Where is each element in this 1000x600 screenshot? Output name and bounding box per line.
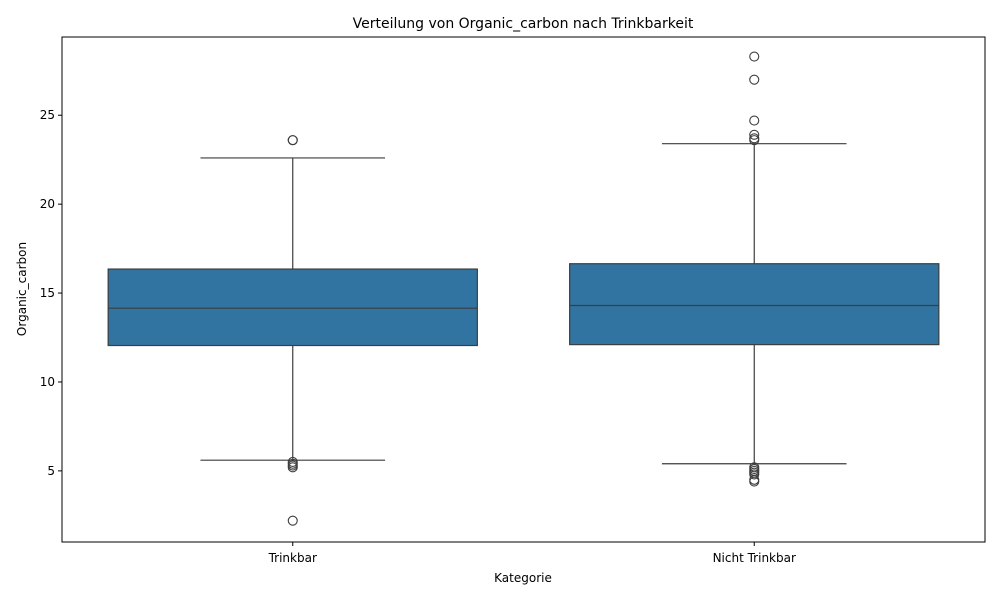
- y-axis: 5 10 15 20 25: [40, 108, 62, 478]
- outlier-point: [287, 135, 298, 146]
- x-axis: Trinkbar Nicht Trinkbar: [268, 542, 796, 565]
- x-tick-label: Trinkbar: [268, 551, 317, 565]
- y-tick-label: 5: [47, 464, 55, 478]
- iqr-box: [569, 263, 940, 346]
- outlier-point: [287, 515, 298, 526]
- outlier-point: [749, 51, 760, 62]
- chart-title: Verteilung von Organic_carbon nach Trink…: [353, 16, 694, 32]
- outlier-point: [749, 476, 760, 487]
- y-tick-label: 10: [40, 375, 55, 389]
- box-group-2: [569, 51, 940, 487]
- iqr-box: [107, 268, 478, 347]
- outlier-point: [287, 462, 298, 473]
- x-tick-label: Nicht Trinkbar: [713, 551, 796, 565]
- y-axis-title: Organic_carbon: [15, 242, 29, 336]
- outlier-point: [749, 129, 760, 140]
- box-group-1: [107, 135, 478, 526]
- outlier-point: [749, 74, 760, 85]
- outlier-point: [749, 135, 760, 146]
- y-tick-label: 25: [40, 108, 55, 122]
- x-axis-title: Kategorie: [494, 571, 552, 585]
- y-tick-label: 20: [40, 197, 55, 211]
- y-tick-label: 15: [40, 286, 55, 300]
- outlier-point: [749, 469, 760, 480]
- outlier-point: [749, 115, 760, 126]
- plot-area: [107, 51, 940, 526]
- plot-frame: [61, 36, 986, 543]
